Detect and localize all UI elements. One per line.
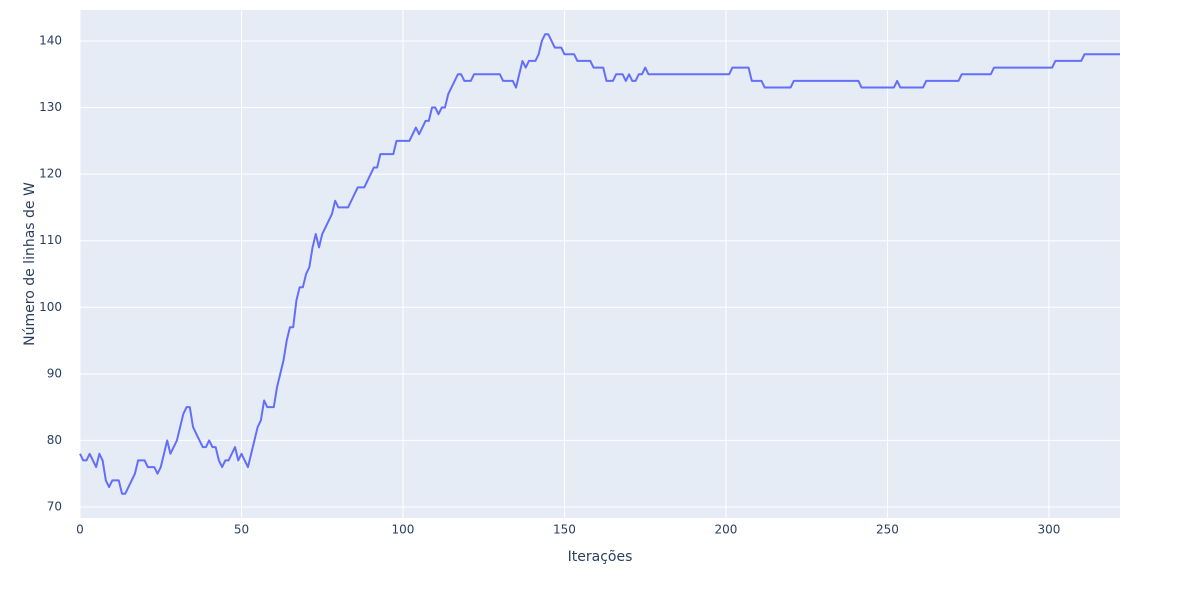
x-tick-label: 100 <box>392 523 415 537</box>
x-tick-label: 300 <box>1037 523 1060 537</box>
line-series <box>79 33 1120 495</box>
y-tick-label: 100 <box>39 300 62 314</box>
y-tick-label: 80 <box>47 433 62 447</box>
x-tick-label: 250 <box>876 523 899 537</box>
x-tick-label: 150 <box>553 523 576 537</box>
y-tick-label: 70 <box>47 500 62 514</box>
y-axis-title: Número de linhas de W <box>22 182 38 346</box>
y-tick-label: 140 <box>39 33 62 47</box>
x-axis-title: Iterações <box>568 549 633 565</box>
x-tick-label: 200 <box>715 523 738 537</box>
y-tick-label: 120 <box>39 167 62 181</box>
y-tick-label: 130 <box>39 100 62 114</box>
plot-area <box>80 10 1120 518</box>
y-tick-label: 110 <box>39 233 62 247</box>
x-tick-label: 50 <box>234 523 249 537</box>
y-tick-label: 90 <box>47 366 62 380</box>
x-tick-label: 0 <box>76 523 84 537</box>
